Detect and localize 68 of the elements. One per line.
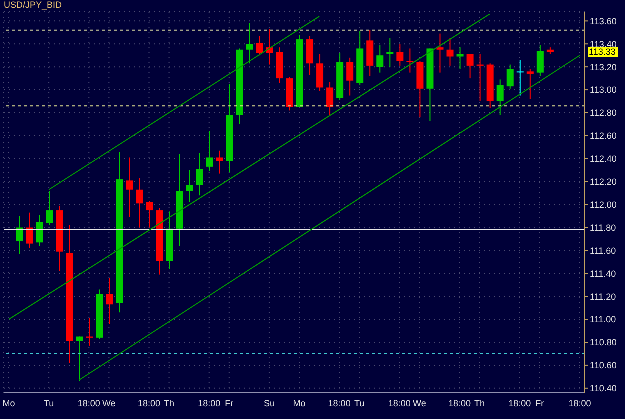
y-tick-label: 110.60 (590, 360, 617, 371)
candlestick (446, 38, 454, 66)
candlestick (526, 68, 534, 100)
x-tick-label: 18:00 (328, 398, 351, 408)
chart-title: USD/JPY_BID (4, 0, 62, 11)
candlestick (126, 157, 134, 218)
y-tick-label: 111.60 (590, 246, 616, 256)
candlestick (106, 278, 114, 325)
candlestick (196, 152, 204, 196)
candlestick (136, 178, 144, 228)
candlestick (326, 82, 334, 116)
x-tick-label: 18:00 (508, 398, 532, 408)
candlestick (16, 216, 24, 255)
candlestick (516, 60, 524, 96)
candlestick (256, 36, 264, 56)
x-tick-label: Fr (225, 398, 234, 408)
y-tick-label: 111.80 (590, 222, 616, 233)
candlestick (216, 150, 224, 174)
candlestick (456, 47, 464, 70)
x-tick-label: Fr (536, 398, 544, 408)
candlestick (46, 190, 54, 226)
y-tick-label: 112.80 (590, 108, 617, 118)
x-tick-label: Th (164, 398, 175, 408)
x-tick-label: 18:00 (198, 398, 221, 408)
candlestick (396, 44, 404, 66)
y-tick-label: 112.60 (590, 131, 617, 142)
y-tick-label: 111.40 (590, 268, 616, 279)
y-tick-label: 110.40 (590, 384, 617, 394)
x-tick-label: Tu (44, 398, 54, 408)
candlestick (466, 54, 474, 80)
y-tick-label: 110.80 (590, 338, 617, 348)
candlestick (536, 44, 544, 77)
candlestick (26, 212, 34, 249)
y-tick-label: 113.40 (590, 39, 617, 50)
y-tick-label: 113.20 (590, 62, 617, 72)
x-tick-label: 18:00 (568, 398, 592, 408)
y-tick-label: 113.60 (590, 16, 617, 26)
candlestick (436, 33, 444, 74)
annotation: 113.33 (589, 47, 616, 58)
y-tick-label: 111.20 (590, 292, 616, 302)
x-tick-label: Th (474, 398, 486, 408)
candlestick (246, 22, 254, 64)
candlestick (386, 38, 394, 68)
candlestick (376, 44, 384, 74)
x-tick-label: Mo (293, 398, 306, 408)
candlestick (346, 57, 354, 96)
x-tick-label: Mo (2, 398, 16, 408)
x-tick-label: Su (264, 398, 275, 408)
candlestick (186, 170, 194, 203)
candlestick (146, 200, 154, 228)
x-tick-label: 18:00 (78, 398, 100, 408)
x-tick-label: 18:00 (448, 398, 472, 408)
x-tick-label: 18:00 (138, 398, 161, 408)
candlestick (266, 28, 274, 66)
y-tick-label: 113.00 (590, 85, 617, 96)
candlestick (506, 64, 514, 90)
y-tick-label: 111.00 (590, 314, 616, 325)
y-tick-label: 112.40 (590, 154, 617, 164)
candlestick (76, 336, 84, 382)
y-tick-label: 112.20 (590, 177, 617, 188)
candlestick (206, 130, 214, 172)
y-tick-label: 112.00 (590, 200, 617, 210)
candlestick (36, 214, 44, 247)
x-tick-label: We (102, 398, 116, 408)
x-tick-label: Tu (354, 398, 365, 408)
candlestick (496, 79, 504, 116)
x-tick-label: 18:00 (388, 398, 411, 408)
x-tick-label: We (413, 398, 426, 408)
